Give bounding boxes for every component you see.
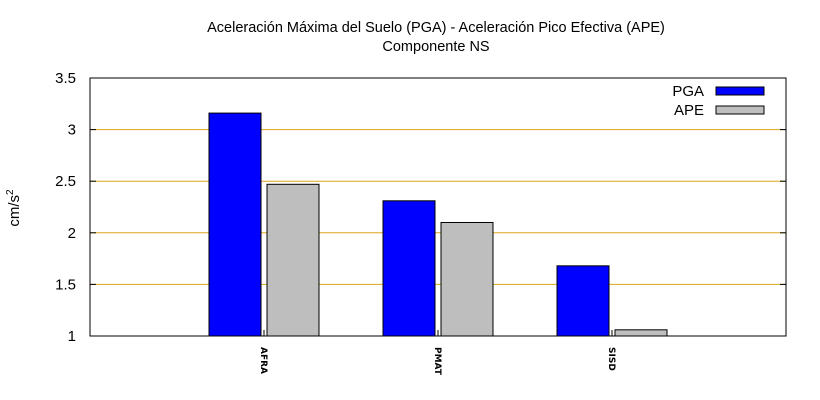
legend: PGA APE [672,83,765,119]
x-axis: AFRA PMAT SISD [258,330,616,376]
legend-swatch-pga [715,86,765,96]
bar-pga-pmat [382,200,436,337]
y-tick-label: 3 [68,122,76,139]
legend-label-ape: APE [674,102,704,119]
y-tick-label: 3.5 [55,70,76,87]
y-tick-label: 2 [68,225,76,242]
x-tick-label: PMAT [432,347,442,376]
y-axis: 1 1.5 2 2.5 3 3.5 [55,70,786,345]
y-axis-label-superscript: 2 [5,189,16,195]
bar-pga-afra [208,112,262,337]
legend-label-pga: PGA [672,83,704,100]
y-tick-label: 2.5 [55,173,76,190]
chart-subtitle: Componente NS [382,39,489,55]
bar-pga-sisd [556,265,610,337]
legend-swatch-ape [715,105,765,115]
y-axis-label-unit: cm/s [6,195,23,227]
x-tick-label: AFRA [258,347,268,374]
x-tick-label: SISD [606,347,616,371]
bar-ape-pmat [440,221,494,337]
chart-title: Aceleración Máxima del Suelo (PGA) - Ace… [207,20,665,36]
y-tick-label: 1.5 [55,276,76,293]
gridlines [90,129,786,285]
y-tick-label: 1 [68,328,76,345]
bars [208,112,668,337]
y-axis-label: cm/s2 [5,189,23,227]
bar-ape-afra [266,183,320,337]
bar-ape-sisd [614,329,668,337]
